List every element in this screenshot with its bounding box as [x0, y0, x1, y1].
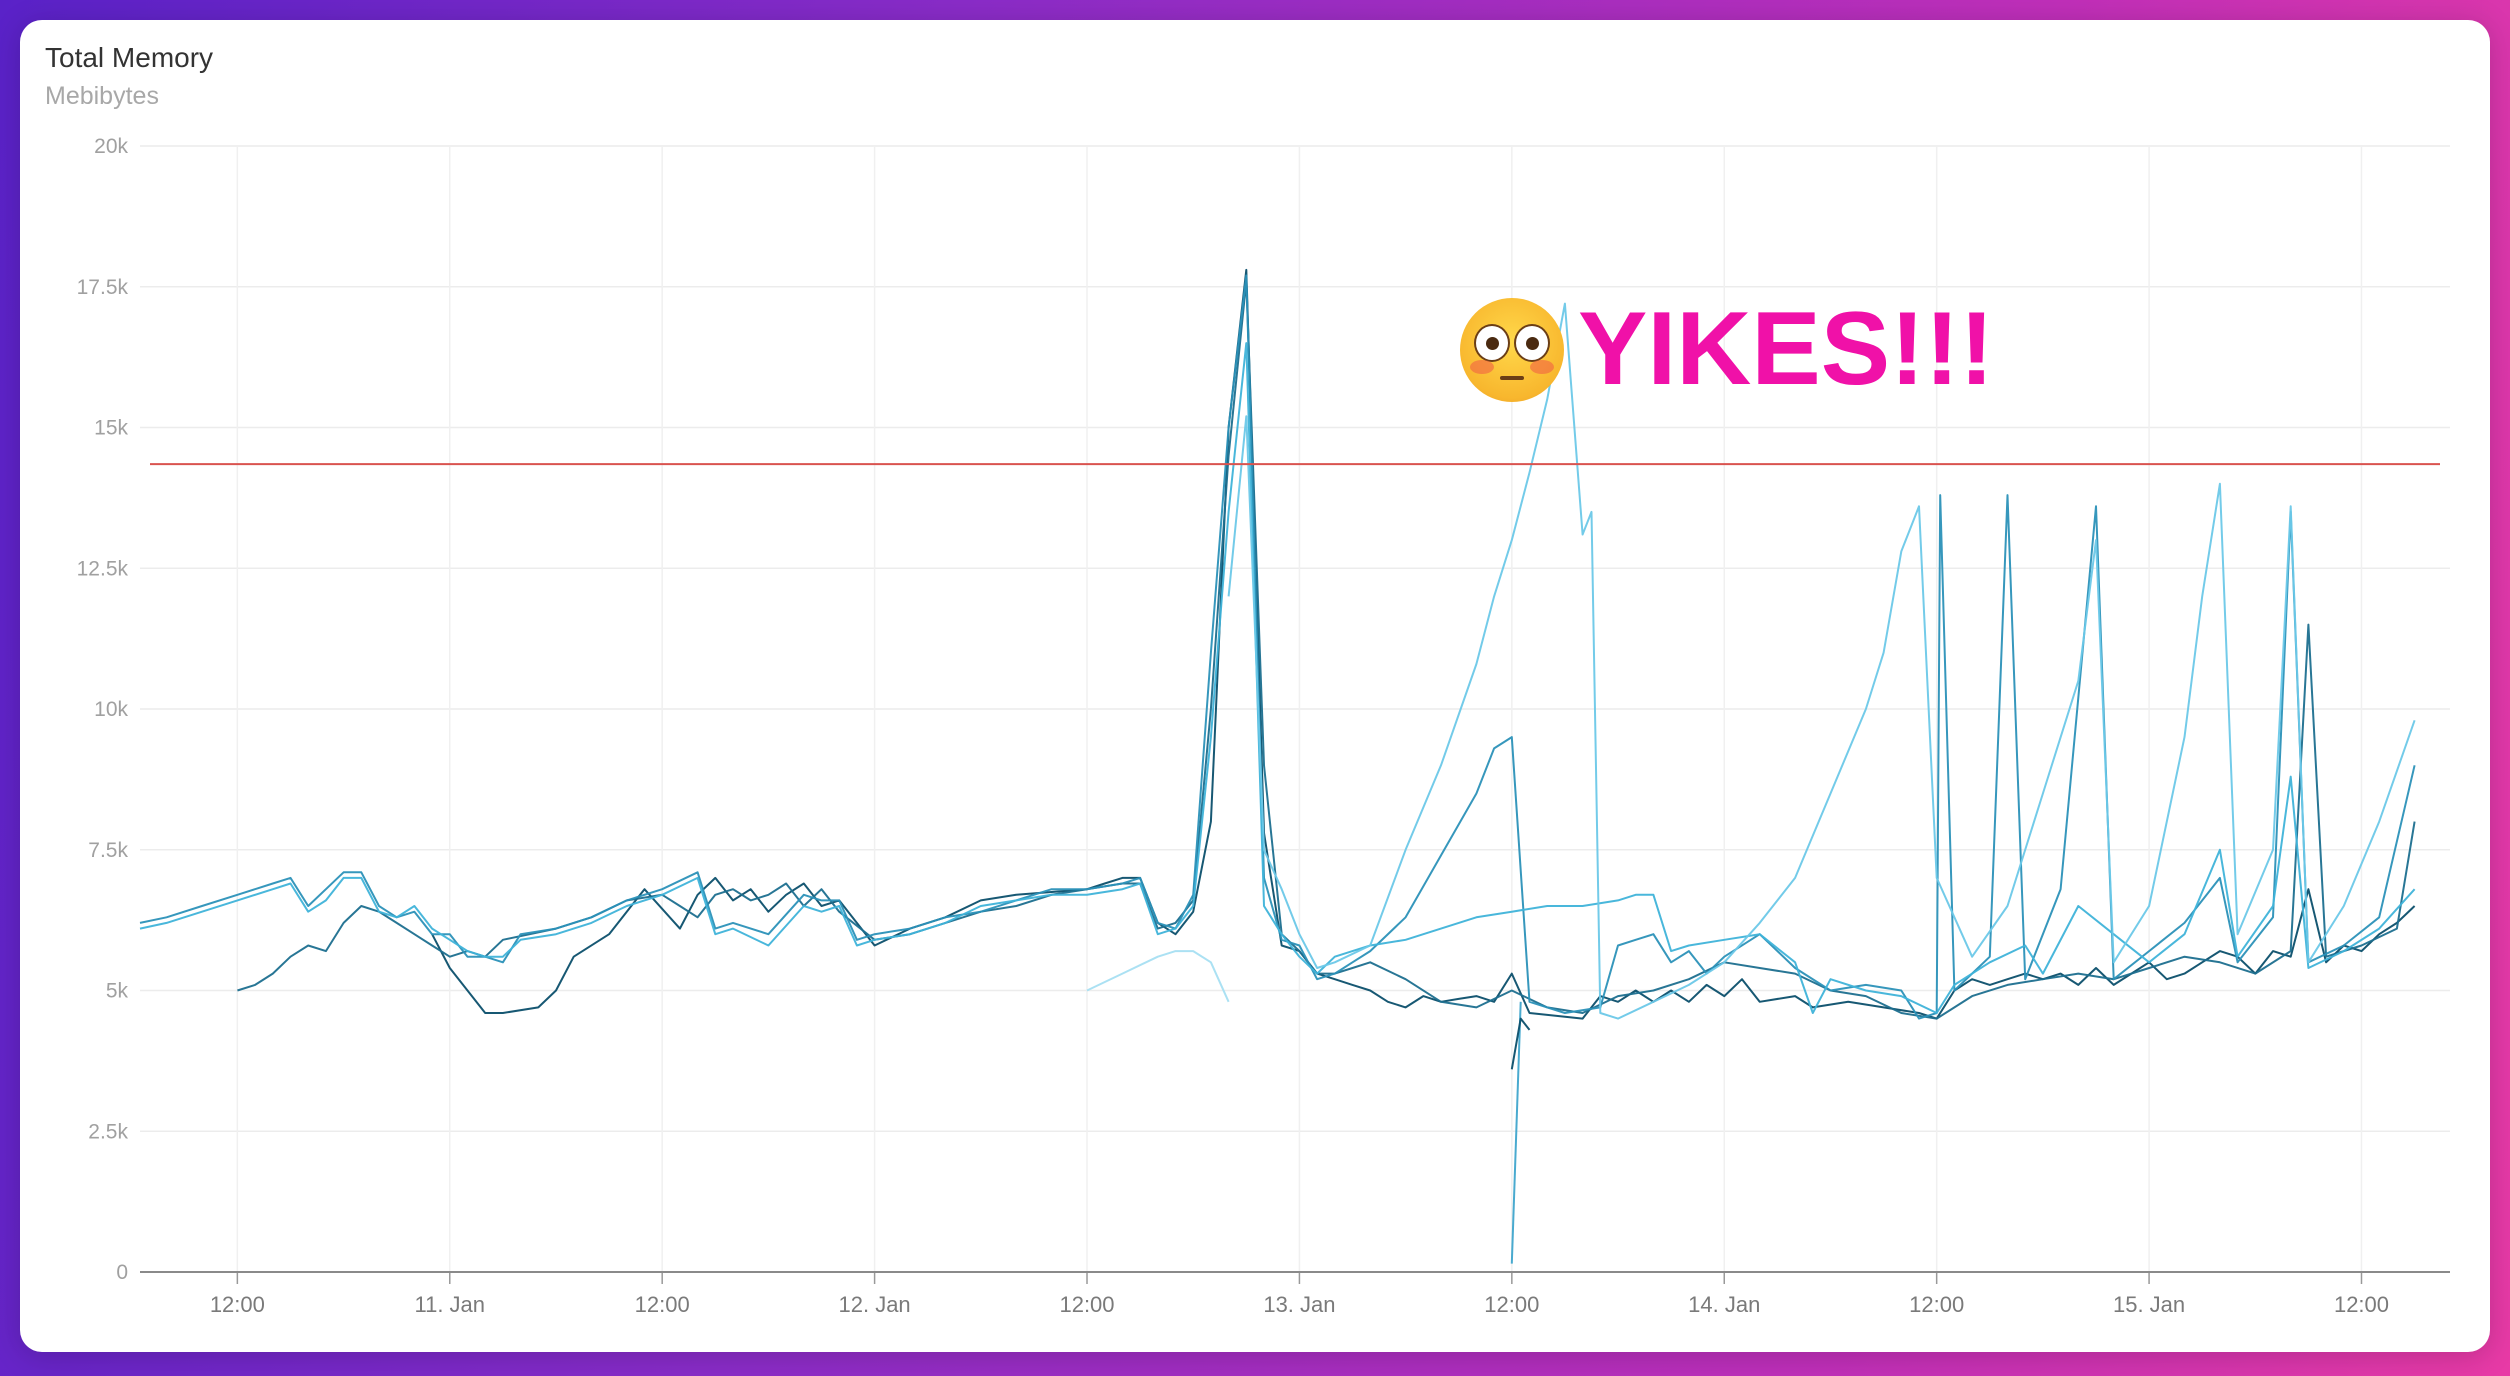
- series-line-1: [431, 268, 2416, 1020]
- series-line-6: [1086, 950, 1230, 1003]
- y-tick-label: 20k: [94, 135, 128, 158]
- yikes-annotation: YIKES!!!: [1460, 290, 1994, 409]
- x-tick-label: 12:00: [635, 1292, 690, 1317]
- grid-lines: [140, 145, 2450, 1272]
- series-line-2: [237, 280, 2416, 1020]
- chart-card: Total Memory Mebibytes 0 2.5k 5k 7.5k 10k 12.…: [20, 20, 2490, 1352]
- series-line-7: [1510, 1001, 1522, 1264]
- y-tick-label: 7.5k: [88, 839, 128, 862]
- series-line-8: [1510, 1017, 1531, 1070]
- annotation-text: YIKES!!!: [1578, 291, 1994, 407]
- y-tick-label: 5k: [106, 980, 129, 1003]
- y-tick-label: 2.5k: [88, 1120, 128, 1143]
- x-tick-label: 15. Jan: [2113, 1292, 2185, 1317]
- x-tick-label: 13. Jan: [1263, 1292, 1335, 1317]
- chart-title: Total Memory: [45, 42, 214, 73]
- x-tick-label: 12:00: [210, 1292, 265, 1317]
- y-tick-label: 12.5k: [77, 557, 129, 580]
- series-line-5: [1227, 302, 2416, 1020]
- x-tick-label: 11. Jan: [414, 1292, 485, 1317]
- chart-subtitle: Mebibytes: [45, 82, 159, 110]
- series-lines: [139, 268, 2416, 1264]
- x-tick-label: 12:00: [1059, 1292, 1114, 1317]
- series-line-4: [139, 342, 2416, 1014]
- x-tick-label: 14. Jan: [1688, 1292, 1760, 1317]
- flushed-face-icon: [1460, 297, 1564, 402]
- y-tick-label: 15k: [94, 417, 128, 440]
- y-tick-label: 17.5k: [77, 276, 129, 299]
- y-tick-label: 0: [116, 1261, 128, 1284]
- memory-line-chart: 0 2.5k 5k 7.5k 10k 12.5k 15k 17.5k 20k 12:00 11. J…: [77, 135, 2450, 1317]
- series-line-3: [139, 274, 2416, 1020]
- axes: 0 2.5k 5k 7.5k 10k 12.5k 15k 17.5k 20k 12:00 11. J…: [77, 135, 2450, 1317]
- x-tick-label: 12:00: [1909, 1292, 1964, 1317]
- x-tick-label: 12:00: [1484, 1292, 1539, 1317]
- y-tick-label: 10k: [94, 698, 128, 721]
- x-tick-label: 12:00: [2334, 1292, 2389, 1317]
- x-tick-label: 12. Jan: [839, 1292, 911, 1317]
